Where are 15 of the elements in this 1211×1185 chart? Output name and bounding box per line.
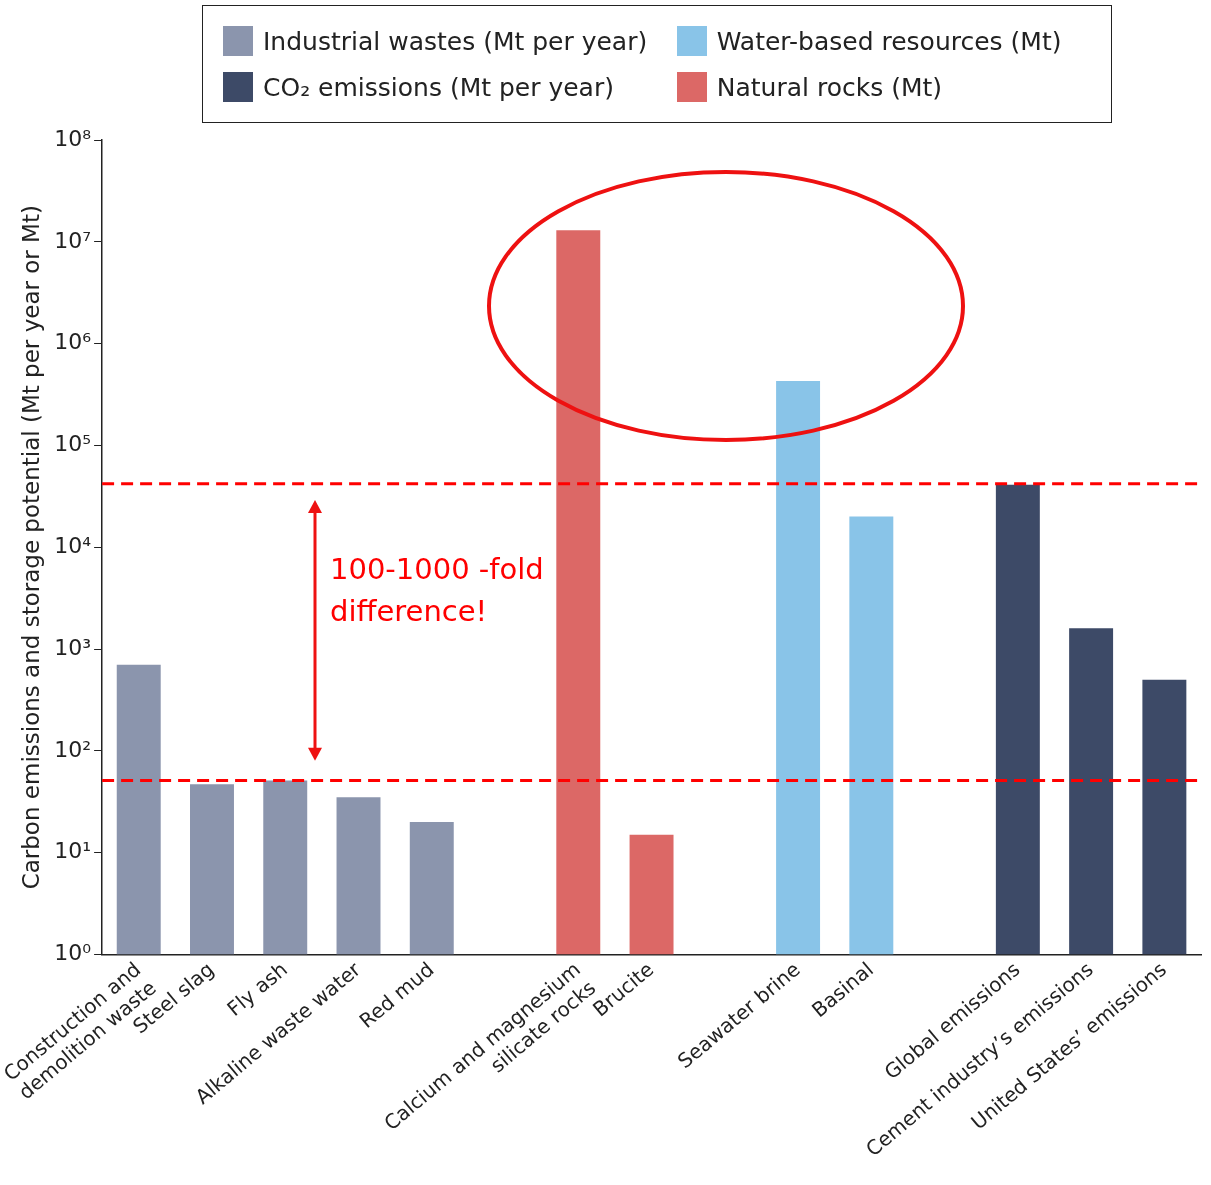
y-tick-label: 10⁰: [54, 940, 92, 966]
legend-label: Water-based resources (Mt): [716, 26, 1062, 56]
y-tick-label: 10²: [54, 736, 92, 762]
y-tick-label: 10⁷: [54, 227, 92, 253]
y-tick-label: 10¹: [54, 838, 92, 864]
y-tick-label: 10⁸: [54, 125, 92, 151]
annotation: 100-1000 -fold difference!: [330, 551, 545, 630]
y-tick-label: 10⁶: [54, 329, 92, 355]
y-tick-label: 10⁵: [54, 431, 92, 457]
legend-label: Natural rocks (Mt): [716, 72, 943, 102]
y-axis-title: Carbon emissions and storage potential (Mt per year or Mt): [18, 205, 45, 890]
y-tick-label: 10³: [54, 634, 92, 660]
legend-label: CO₂ emissions (Mt per year): [263, 72, 614, 102]
legend-label: Industrial wastes (Mt per year): [263, 26, 648, 56]
y-tick-label: 10⁴: [54, 532, 92, 558]
